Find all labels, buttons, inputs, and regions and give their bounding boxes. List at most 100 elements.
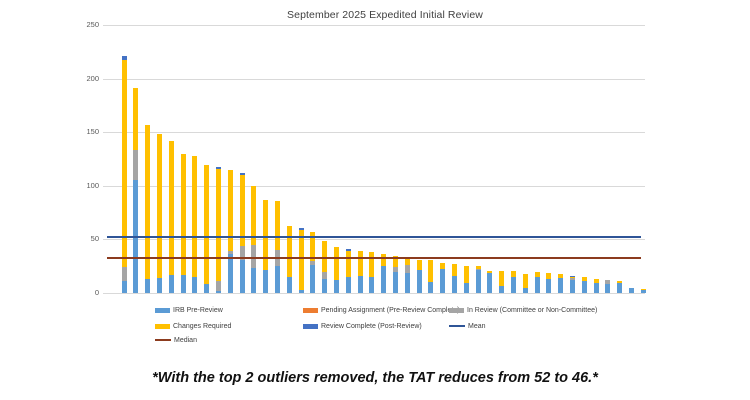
stacked-bar	[180, 153, 186, 293]
stacked-bar	[204, 165, 210, 293]
bar-segment	[392, 267, 398, 272]
stacked-bar	[451, 264, 457, 293]
bar-segment	[133, 150, 139, 181]
stacked-bar	[428, 259, 434, 293]
bar-segment	[416, 270, 422, 293]
stacked-bar	[215, 166, 221, 293]
bar-segment	[215, 168, 221, 282]
stacked-bar	[510, 270, 516, 293]
bar-segment	[404, 256, 410, 266]
bar-segment	[121, 267, 127, 282]
bar-segment	[263, 270, 269, 293]
bar-segment	[558, 277, 564, 293]
bar-segment	[428, 282, 434, 293]
bar-segment	[558, 273, 564, 278]
bar-segment	[251, 185, 257, 245]
y-gridline	[103, 25, 645, 26]
legend-item: Median	[155, 335, 197, 345]
stacked-bar	[569, 275, 575, 293]
bar-segment	[487, 272, 493, 293]
y-gridline	[103, 293, 645, 294]
bar-segment	[239, 245, 245, 260]
stacked-bar	[522, 273, 528, 293]
bar-segment	[298, 227, 304, 230]
stacked-bar	[617, 281, 623, 293]
stacked-bar	[239, 173, 245, 293]
bar-segment	[215, 166, 221, 169]
legend-item: Review Complete (Post-Review)	[303, 321, 422, 331]
stacked-bar	[605, 280, 611, 293]
bar-segment	[617, 281, 623, 284]
bar-segment	[274, 200, 280, 251]
bar-segment	[569, 280, 575, 293]
stacked-bar	[499, 270, 505, 293]
stacked-bar	[192, 155, 198, 293]
y-axis-tick-label: 200	[86, 73, 99, 83]
bar-segment	[333, 280, 339, 293]
stacked-bar	[263, 199, 269, 293]
y-gridline	[103, 185, 645, 187]
bar-segment	[510, 276, 516, 293]
bar-segment	[168, 140, 174, 275]
bar-segment	[463, 283, 469, 293]
bar-segment	[381, 254, 387, 267]
bar-segment	[322, 271, 328, 280]
bar-segment	[204, 165, 210, 285]
stacked-bar	[251, 185, 257, 293]
bar-segment	[180, 274, 186, 293]
bar-segment	[440, 269, 446, 293]
stacked-bar	[168, 140, 174, 293]
y-axis-tick-label: 150	[86, 127, 99, 137]
stacked-bar	[333, 246, 339, 293]
stacked-bar	[286, 225, 292, 293]
legend-label: Changes Required	[173, 322, 232, 330]
legend-item: Mean	[449, 321, 486, 331]
bar-segment	[322, 279, 328, 293]
footnote-text: *With the top 2 outliers removed, the TA…	[152, 370, 598, 386]
bar-segment	[569, 275, 575, 277]
bar-segment	[345, 251, 351, 277]
y-axis-tick-label: 50	[90, 234, 99, 244]
stacked-bar	[628, 287, 634, 293]
y-axis-tick-label: 0	[94, 288, 99, 297]
bar-segment	[451, 264, 457, 276]
bar-segment	[369, 276, 375, 293]
bar-segment	[381, 266, 387, 293]
stacked-bar	[392, 255, 398, 293]
legend-item: Changes Required	[155, 321, 231, 331]
bar-segment	[286, 276, 292, 293]
bar-segment	[298, 289, 304, 293]
bar-segment	[227, 251, 233, 255]
y-gridline	[103, 78, 645, 80]
stacked-bar	[322, 240, 328, 293]
legend-label: IRB Pre-Review	[173, 306, 223, 314]
bar-segment	[593, 279, 599, 284]
bar-segment	[310, 260, 316, 266]
bar-segment	[463, 266, 469, 284]
stacked-bar	[558, 273, 564, 293]
bar-segment	[227, 254, 233, 293]
stacked-bar	[487, 270, 493, 293]
bar-segment	[440, 263, 446, 270]
y-gridline	[103, 132, 645, 134]
legend-item: IRB Pre-Review	[155, 305, 223, 315]
stacked-bar	[404, 256, 410, 293]
bar-segment	[227, 169, 233, 252]
stacked-bar	[121, 56, 127, 293]
chart-title: September 2025 Expedited Initial Review	[287, 9, 483, 21]
bar-segment	[534, 276, 540, 293]
bar-segment	[546, 272, 552, 280]
bar-segment	[145, 124, 151, 280]
bar-segment	[345, 276, 351, 293]
bar-segment	[215, 290, 221, 293]
stacked-bar	[546, 272, 552, 293]
bar-segment	[369, 252, 375, 277]
stacked-bar	[345, 249, 351, 293]
bar-segment	[522, 273, 528, 288]
y-axis-tick-label: 100	[86, 180, 99, 190]
legend-item: Pending Assignment (Pre-Review Complete)	[303, 305, 460, 315]
bar-segment	[133, 88, 139, 151]
bar-segment	[239, 175, 245, 246]
bar-segment	[510, 270, 516, 277]
bar-segment	[475, 269, 481, 271]
